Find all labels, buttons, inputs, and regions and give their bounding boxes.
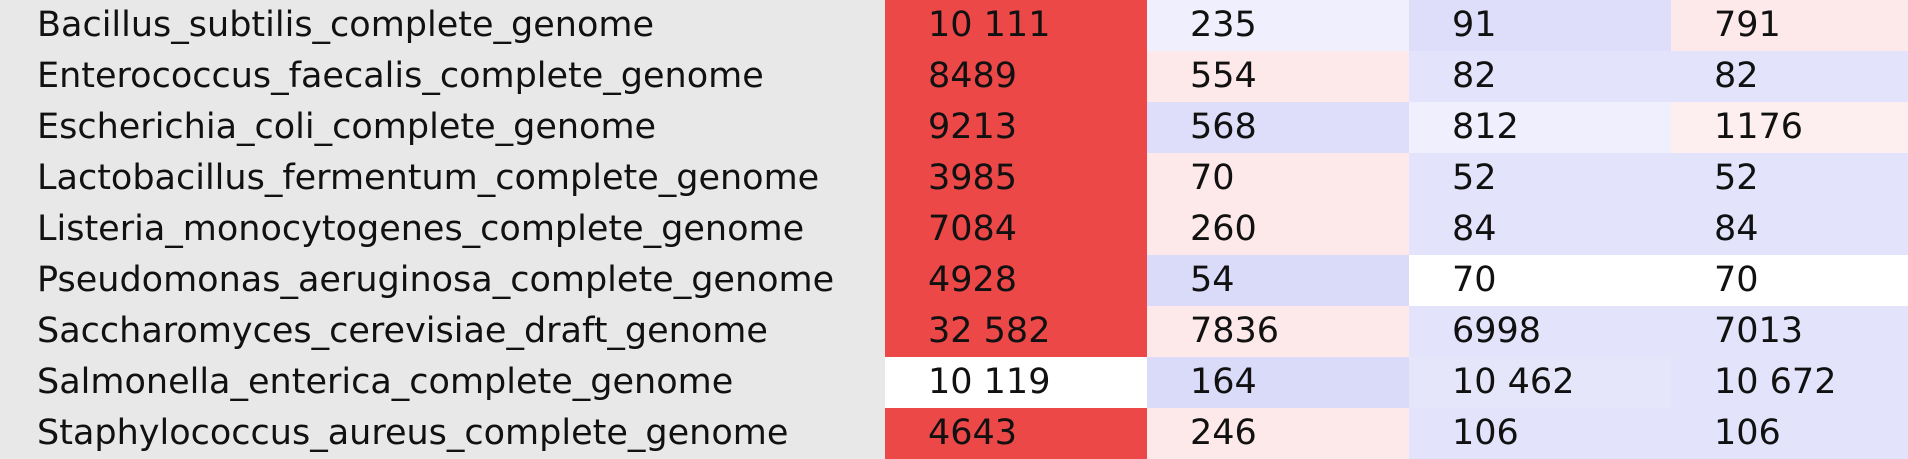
heatmap-cell: 10 462 <box>1409 357 1671 408</box>
heatmap-cell: 84 <box>1409 204 1671 255</box>
heatmap-cell: 52 <box>1671 153 1908 204</box>
heatmap-cell: 7084 <box>885 204 1147 255</box>
row-label: Bacillus_subtilis_complete_genome <box>0 0 885 51</box>
heatmap-cell: 91 <box>1409 0 1671 51</box>
heatmap-cell: 1176 <box>1671 102 1908 153</box>
heatmap-cell: 82 <box>1409 51 1671 102</box>
heatmap-cell: 106 <box>1409 408 1671 459</box>
heatmap-cell: 554 <box>1147 51 1409 102</box>
heatmap-cell: 10 672 <box>1671 357 1908 408</box>
heatmap-cell: 70 <box>1409 255 1671 306</box>
heatmap-cell: 70 <box>1671 255 1908 306</box>
row-label: Lactobacillus_fermentum_complete_genome <box>0 153 885 204</box>
heatmap-cell: 82 <box>1671 51 1908 102</box>
heatmap-cell: 7836 <box>1147 306 1409 357</box>
heatmap-cell: 84 <box>1671 204 1908 255</box>
heatmap-cell: 70 <box>1147 153 1409 204</box>
heatmap-cell: 7013 <box>1671 306 1908 357</box>
heatmap-cell: 54 <box>1147 255 1409 306</box>
row-label: Listeria_monocytogenes_complete_genome <box>0 204 885 255</box>
heatmap-cell: 3985 <box>885 153 1147 204</box>
heatmap-cell: 260 <box>1147 204 1409 255</box>
heatmap-cell: 10 111 <box>885 0 1147 51</box>
heatmap-cell: 568 <box>1147 102 1409 153</box>
heatmap-cell: 32 582 <box>885 306 1147 357</box>
heatmap-cell: 10 119 <box>885 357 1147 408</box>
row-label: Staphylococcus_aureus_complete_genome <box>0 408 885 459</box>
row-label: Escherichia_coli_complete_genome <box>0 102 885 153</box>
row-label: Enterococcus_faecalis_complete_genome <box>0 51 885 102</box>
heatmap-cell: 52 <box>1409 153 1671 204</box>
heatmap-cell: 4643 <box>885 408 1147 459</box>
heatmap-cell: 8489 <box>885 51 1147 102</box>
heatmap-cell: 106 <box>1671 408 1908 459</box>
row-label: Salmonella_enterica_complete_genome <box>0 357 885 408</box>
heatmap-cell: 246 <box>1147 408 1409 459</box>
heatmap-cell: 4928 <box>885 255 1147 306</box>
heatmap-cell: 164 <box>1147 357 1409 408</box>
heatmap-cell: 6998 <box>1409 306 1671 357</box>
row-label: Pseudomonas_aeruginosa_complete_genome <box>0 255 885 306</box>
heatmap-cell: 235 <box>1147 0 1409 51</box>
row-label: Saccharomyces_cerevisiae_draft_genome <box>0 306 885 357</box>
heatmap-cell: 812 <box>1409 102 1671 153</box>
heatmap-cell: 791 <box>1671 0 1908 51</box>
heatmap-cell: 9213 <box>885 102 1147 153</box>
